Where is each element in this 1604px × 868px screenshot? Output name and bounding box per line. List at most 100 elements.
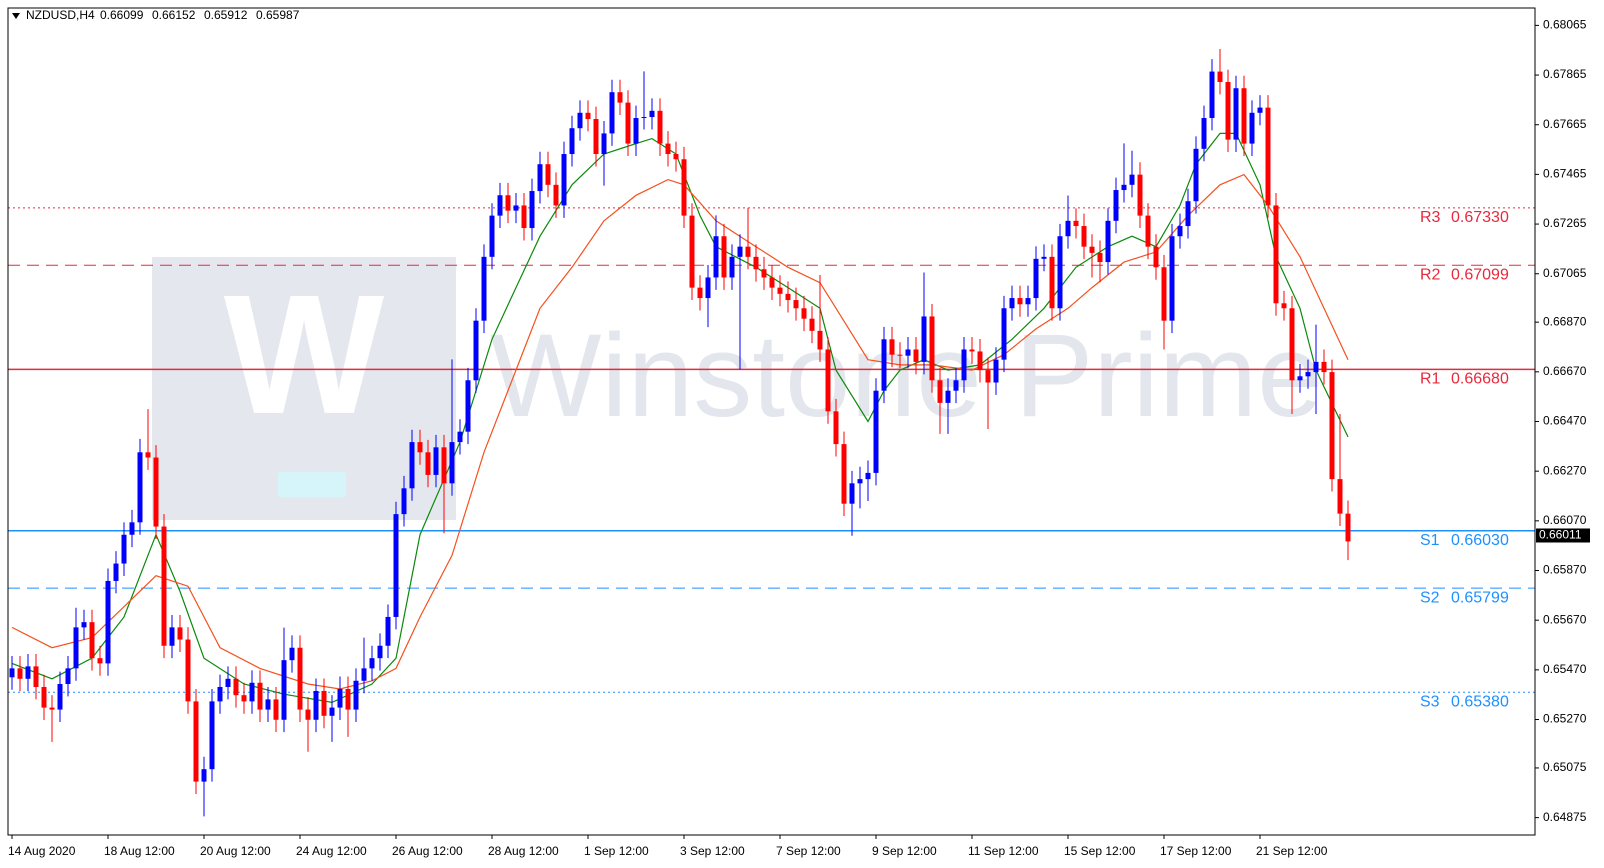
candle-body xyxy=(657,110,663,144)
candle-body xyxy=(1217,71,1223,83)
candle-body xyxy=(57,684,63,710)
candle-body xyxy=(921,316,927,362)
candle-body xyxy=(777,287,783,294)
candle-body xyxy=(681,159,687,216)
y-tick-label: 0.66070 xyxy=(1543,513,1587,527)
candle-body xyxy=(417,442,423,453)
candle-body xyxy=(721,236,727,278)
candle-body xyxy=(457,431,463,443)
candle-body xyxy=(1313,361,1319,373)
candle-body xyxy=(1081,226,1087,247)
candle-body xyxy=(617,92,623,103)
header-open: 0.66099 xyxy=(100,8,144,22)
candle-body xyxy=(1305,372,1311,377)
candle-body xyxy=(1289,308,1295,381)
candle-body xyxy=(1017,298,1023,305)
candle-body xyxy=(1065,220,1071,237)
candle-body xyxy=(585,112,591,120)
candle-body xyxy=(1041,256,1047,259)
candle-body xyxy=(89,622,95,659)
candle-body xyxy=(1105,220,1111,263)
candle-body xyxy=(745,246,751,257)
candle-body xyxy=(145,452,151,458)
x-tick-label: 7 Sep 12:00 xyxy=(776,844,841,858)
watermark-logo-bar xyxy=(278,472,346,497)
candle-body xyxy=(345,688,351,710)
candle-body xyxy=(185,639,191,702)
candle-body xyxy=(1129,174,1135,185)
y-tick-label: 0.65870 xyxy=(1543,563,1587,577)
candle-body xyxy=(1033,258,1039,299)
candle-body xyxy=(689,215,695,288)
candle-body xyxy=(1337,479,1343,514)
x-tick-label: 14 Aug 2020 xyxy=(8,844,76,858)
y-tick-label: 0.65470 xyxy=(1543,662,1587,676)
candle-body xyxy=(713,236,719,278)
candle-body xyxy=(281,660,287,720)
candle-body xyxy=(1169,236,1175,321)
y-tick-label: 0.67865 xyxy=(1543,67,1587,81)
y-tick-label: 0.65670 xyxy=(1543,612,1587,626)
candle-body xyxy=(513,205,519,211)
candle-body xyxy=(489,215,495,257)
candle-body xyxy=(697,287,703,299)
watermark-logo: W xyxy=(224,260,385,450)
candle-body xyxy=(753,256,759,270)
candle-body xyxy=(545,164,551,185)
level-name: R1 xyxy=(1420,371,1441,388)
candle-body xyxy=(505,195,511,211)
candle-body xyxy=(785,293,791,301)
candle-body xyxy=(705,277,711,299)
candle-body xyxy=(81,622,87,628)
candle-body xyxy=(265,699,271,710)
candle-body xyxy=(537,164,543,192)
y-tick-label: 0.65075 xyxy=(1543,760,1587,774)
candle-body xyxy=(945,390,951,403)
candle-body xyxy=(1257,107,1263,113)
candle-body xyxy=(1193,148,1199,202)
candle-body xyxy=(1049,256,1055,309)
x-tick-label: 3 Sep 12:00 xyxy=(680,844,745,858)
candle-body xyxy=(377,645,383,659)
level-name: S3 xyxy=(1420,693,1440,710)
candle-body xyxy=(153,457,159,527)
current-price-label: 0.66011 xyxy=(1539,528,1582,542)
candle-body xyxy=(113,563,119,581)
watermark-text: Winstone Prime xyxy=(490,310,1323,442)
x-tick-label: 15 Sep 12:00 xyxy=(1064,844,1136,858)
candle-body xyxy=(905,349,911,356)
candle-body xyxy=(1329,372,1335,480)
level-name: S1 xyxy=(1420,532,1440,549)
candle-body xyxy=(337,688,343,708)
plot-layer xyxy=(8,48,1535,817)
header-high: 0.66152 xyxy=(152,8,196,22)
candle-body xyxy=(609,92,615,134)
candle-body xyxy=(1161,267,1167,321)
candle-body xyxy=(97,658,103,664)
candle-body xyxy=(673,154,679,160)
candle-body xyxy=(1201,118,1207,149)
candle-body xyxy=(441,447,447,484)
candle-body xyxy=(289,647,295,661)
candle-body xyxy=(161,526,167,646)
candle-body xyxy=(817,330,823,350)
symbol-menu-icon[interactable] xyxy=(12,13,20,19)
candle-body xyxy=(257,682,263,710)
candle-body xyxy=(425,452,431,475)
candle-body xyxy=(241,695,247,702)
candle-body xyxy=(649,110,655,118)
candle-body xyxy=(953,380,959,391)
candle-body xyxy=(633,118,639,144)
candle-body xyxy=(873,390,879,473)
candle-body xyxy=(1073,220,1079,227)
candle-body xyxy=(801,308,807,319)
y-tick-label: 0.68065 xyxy=(1543,18,1587,32)
level-value: 0.65380 xyxy=(1451,693,1509,710)
candle-body xyxy=(529,191,535,229)
candle-body xyxy=(209,701,215,770)
candle-body xyxy=(961,349,967,381)
candle-body xyxy=(977,351,983,371)
candle-body xyxy=(985,370,991,383)
candle-body xyxy=(273,699,279,720)
candle-body xyxy=(1177,226,1183,237)
